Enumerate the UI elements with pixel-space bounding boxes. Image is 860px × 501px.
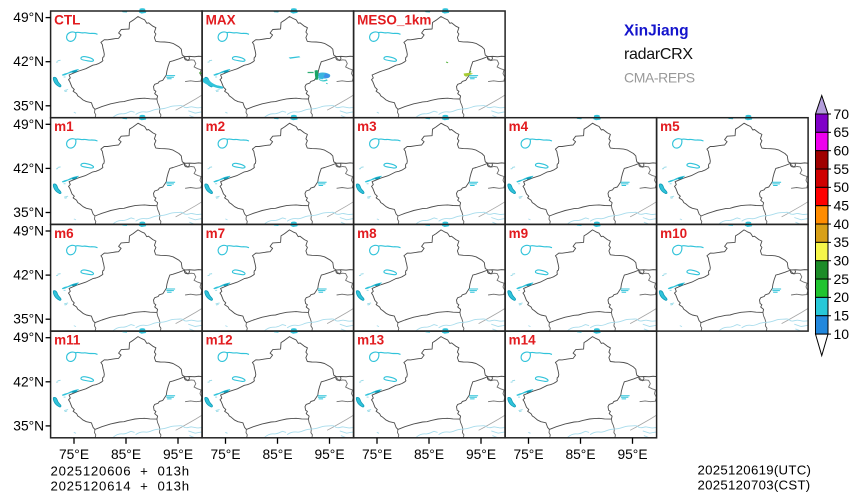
svg-text:35°N: 35°N: [13, 418, 44, 433]
svg-text:m13: m13: [357, 333, 385, 348]
svg-text:CMA-REPS: CMA-REPS: [624, 70, 695, 86]
svg-text:35°N: 35°N: [13, 98, 44, 113]
svg-text:49°N: 49°N: [13, 10, 44, 25]
svg-text:42°N: 42°N: [13, 54, 44, 69]
svg-text:MAX: MAX: [206, 12, 236, 27]
svg-text:55: 55: [834, 161, 850, 177]
svg-text:75°E: 75°E: [210, 447, 240, 462]
svg-text:75°E: 75°E: [59, 447, 89, 462]
svg-text:2025120614 + 013h: 2025120614 + 013h: [51, 479, 190, 494]
svg-text:2025120606 + 013h: 2025120606 + 013h: [51, 464, 190, 479]
svg-text:95°E: 95°E: [466, 447, 496, 462]
svg-text:CTL: CTL: [54, 12, 80, 27]
svg-text:20: 20: [834, 289, 850, 305]
svg-text:m8: m8: [357, 226, 377, 241]
svg-text:m7: m7: [206, 226, 226, 241]
svg-text:15: 15: [834, 308, 850, 324]
svg-text:m4: m4: [509, 119, 529, 134]
svg-text:85°E: 85°E: [414, 447, 444, 462]
svg-text:50: 50: [834, 179, 850, 195]
svg-text:2025120619(UTC): 2025120619(UTC): [698, 463, 812, 478]
svg-text:49°N: 49°N: [13, 117, 44, 132]
svg-text:25: 25: [834, 271, 850, 287]
svg-text:95°E: 95°E: [163, 447, 193, 462]
svg-text:49°N: 49°N: [13, 224, 44, 239]
svg-text:75°E: 75°E: [362, 447, 392, 462]
svg-text:42°N: 42°N: [13, 268, 44, 283]
svg-text:2025120703(CST): 2025120703(CST): [698, 478, 811, 493]
svg-text:m2: m2: [206, 119, 226, 134]
svg-text:49°N: 49°N: [13, 330, 44, 345]
svg-text:85°E: 85°E: [111, 447, 141, 462]
svg-text:m11: m11: [54, 333, 81, 348]
svg-text:m9: m9: [509, 226, 529, 241]
svg-text:radarCRX: radarCRX: [624, 46, 693, 63]
svg-text:42°N: 42°N: [13, 161, 44, 176]
svg-text:60: 60: [834, 142, 850, 158]
svg-text:85°E: 85°E: [262, 447, 292, 462]
svg-text:MESO_1km: MESO_1km: [357, 12, 431, 27]
svg-text:85°E: 85°E: [565, 447, 595, 462]
svg-text:65: 65: [834, 124, 850, 140]
svg-text:m1: m1: [54, 119, 74, 134]
svg-text:35°N: 35°N: [13, 312, 44, 327]
svg-text:m3: m3: [357, 119, 377, 134]
svg-text:m12: m12: [206, 333, 233, 348]
svg-text:XinJiang: XinJiang: [624, 23, 689, 40]
svg-text:75°E: 75°E: [513, 447, 543, 462]
svg-text:95°E: 95°E: [617, 447, 647, 462]
svg-text:45: 45: [834, 198, 850, 214]
svg-text:35°N: 35°N: [13, 205, 44, 220]
svg-text:m6: m6: [54, 226, 74, 241]
svg-text:40: 40: [834, 216, 850, 232]
svg-text:30: 30: [834, 253, 850, 269]
svg-text:35: 35: [834, 234, 850, 250]
svg-text:m14: m14: [509, 333, 537, 348]
svg-text:m5: m5: [660, 119, 680, 134]
svg-text:70: 70: [834, 106, 850, 122]
svg-text:42°N: 42°N: [13, 374, 44, 389]
svg-text:m10: m10: [660, 226, 687, 241]
svg-text:10: 10: [834, 326, 850, 342]
svg-text:95°E: 95°E: [314, 447, 344, 462]
